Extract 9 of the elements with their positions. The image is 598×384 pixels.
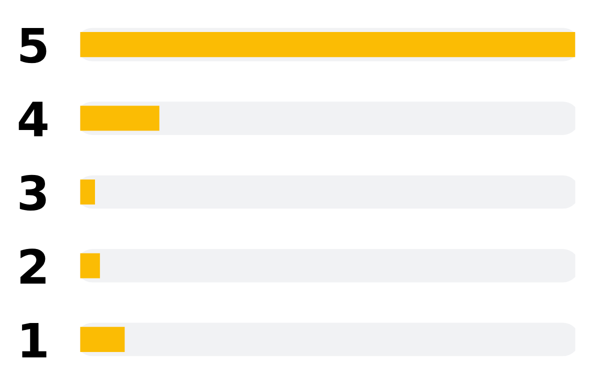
bar xyxy=(80,253,100,278)
y-tick-label: 5 xyxy=(20,28,46,64)
y-tick-label: 1 xyxy=(22,322,46,358)
y-tick-label: 2 xyxy=(20,248,46,284)
y-tick-label: 3 xyxy=(20,174,46,211)
bar xyxy=(80,326,125,352)
bar xyxy=(80,106,160,131)
bar xyxy=(80,179,95,205)
y-tick-label: 4 xyxy=(18,102,48,136)
